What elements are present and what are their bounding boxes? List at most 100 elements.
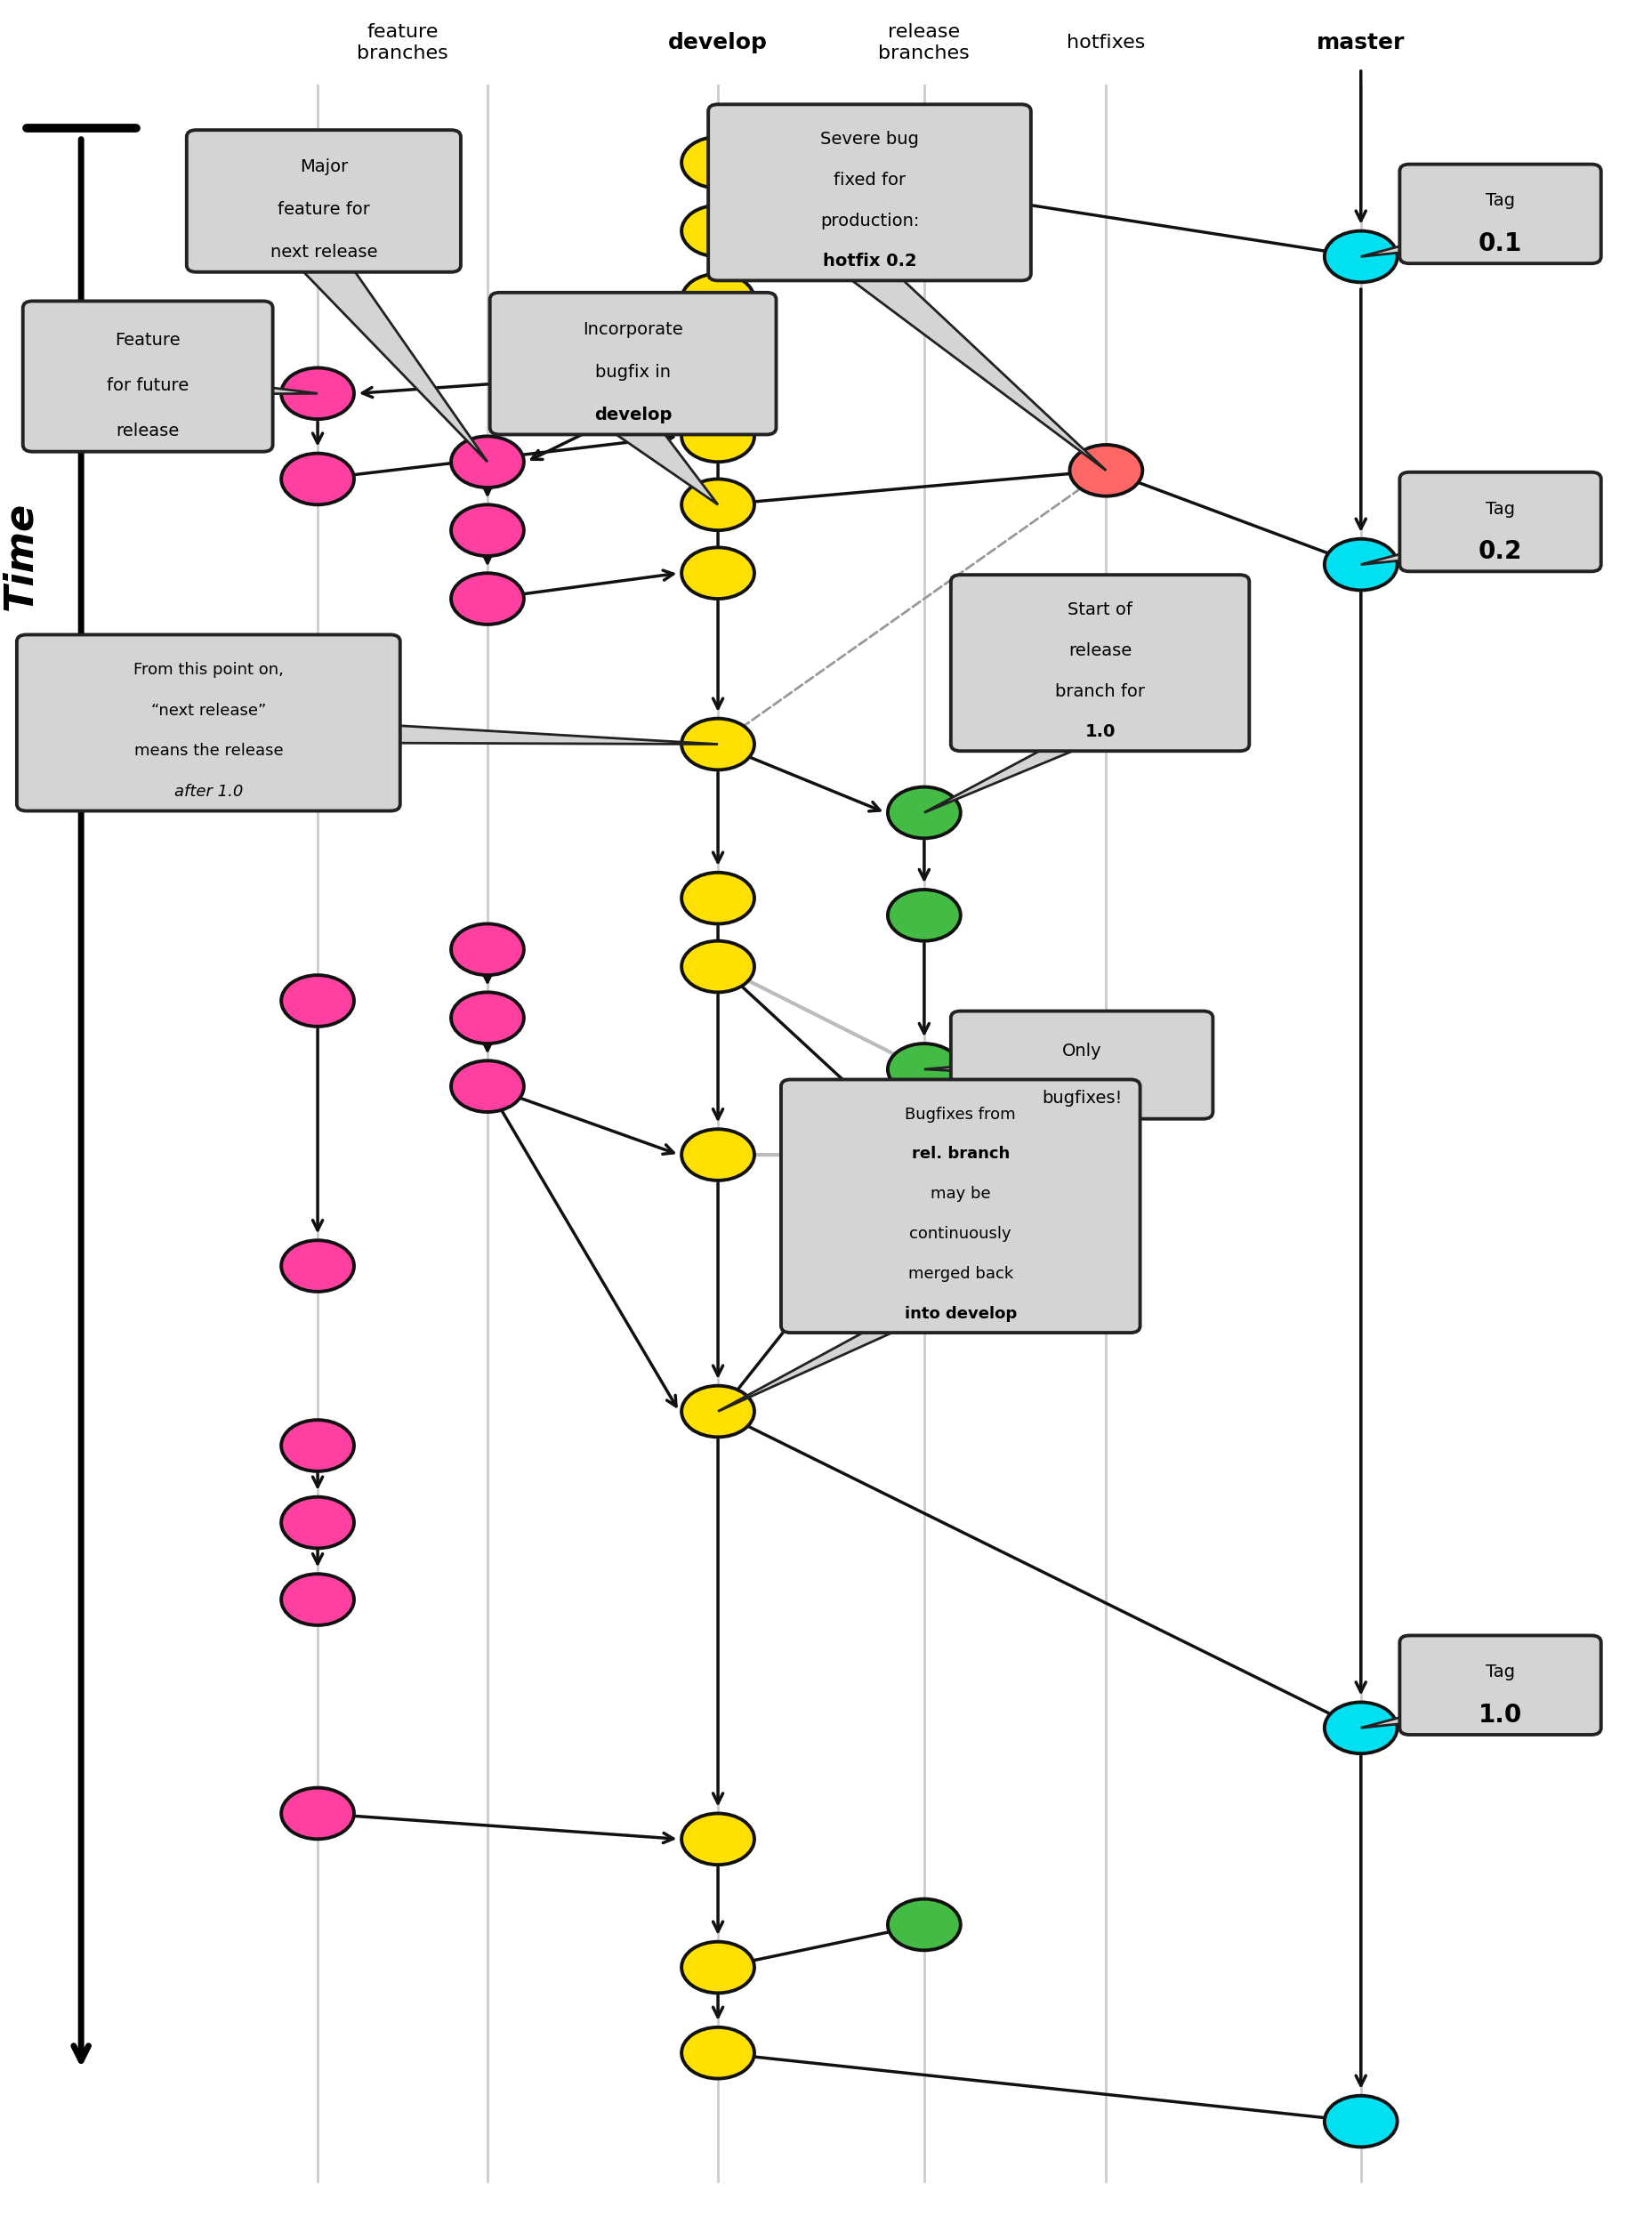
Polygon shape bbox=[26, 705, 719, 745]
Circle shape bbox=[1325, 538, 1398, 589]
Text: Tag: Tag bbox=[1485, 1664, 1515, 1681]
Text: hotfix 0.2: hotfix 0.2 bbox=[823, 254, 917, 269]
Text: Major: Major bbox=[299, 158, 349, 176]
Circle shape bbox=[887, 1130, 960, 1181]
Circle shape bbox=[887, 787, 960, 838]
Text: continuously: continuously bbox=[910, 1225, 1011, 1241]
FancyBboxPatch shape bbox=[781, 1079, 1140, 1332]
Circle shape bbox=[682, 478, 755, 529]
Circle shape bbox=[1325, 231, 1398, 282]
Text: release: release bbox=[1069, 643, 1132, 658]
Text: “next release”: “next release” bbox=[150, 703, 266, 718]
Polygon shape bbox=[297, 265, 487, 463]
Circle shape bbox=[281, 1419, 354, 1472]
Text: merged back: merged back bbox=[909, 1265, 1013, 1281]
Circle shape bbox=[281, 454, 354, 505]
Text: rel. branch: rel. branch bbox=[912, 1145, 1009, 1163]
Circle shape bbox=[281, 1788, 354, 1839]
Circle shape bbox=[281, 367, 354, 418]
Text: Incorporate: Incorporate bbox=[583, 320, 684, 338]
Circle shape bbox=[682, 274, 755, 325]
Circle shape bbox=[1325, 1701, 1398, 1753]
Polygon shape bbox=[606, 427, 719, 505]
Text: into develop: into develop bbox=[904, 1305, 1016, 1321]
Text: bugfix in: bugfix in bbox=[595, 365, 671, 380]
Text: Feature: Feature bbox=[116, 331, 180, 349]
Text: Start of: Start of bbox=[1067, 603, 1133, 618]
FancyBboxPatch shape bbox=[1399, 471, 1601, 572]
Text: Time: Time bbox=[2, 503, 40, 609]
Text: develop: develop bbox=[595, 407, 672, 423]
Text: 1.0: 1.0 bbox=[1085, 723, 1115, 741]
Circle shape bbox=[682, 205, 755, 256]
Text: means the release: means the release bbox=[134, 743, 282, 758]
Polygon shape bbox=[923, 1045, 1203, 1083]
Polygon shape bbox=[33, 358, 317, 396]
Circle shape bbox=[451, 574, 524, 625]
Circle shape bbox=[451, 1061, 524, 1112]
Text: hotfixes: hotfixes bbox=[1067, 33, 1145, 51]
Circle shape bbox=[682, 1130, 755, 1181]
Circle shape bbox=[682, 1942, 755, 1993]
Circle shape bbox=[451, 923, 524, 974]
Circle shape bbox=[887, 890, 960, 941]
Circle shape bbox=[682, 547, 755, 598]
Text: next release: next release bbox=[271, 245, 377, 260]
Polygon shape bbox=[1361, 1666, 1591, 1728]
Circle shape bbox=[281, 974, 354, 1027]
Text: production:: production: bbox=[819, 214, 919, 229]
Circle shape bbox=[1070, 445, 1143, 496]
FancyBboxPatch shape bbox=[1399, 1635, 1601, 1735]
Text: Severe bug: Severe bug bbox=[821, 131, 919, 149]
Polygon shape bbox=[1361, 503, 1591, 565]
Polygon shape bbox=[923, 645, 1239, 812]
Text: 0.1: 0.1 bbox=[1479, 231, 1521, 256]
Text: develop: develop bbox=[667, 31, 768, 53]
Circle shape bbox=[281, 1497, 354, 1548]
Text: From this point on,: From this point on, bbox=[134, 663, 284, 678]
Polygon shape bbox=[843, 274, 1107, 471]
FancyBboxPatch shape bbox=[1399, 165, 1601, 262]
Text: branch for: branch for bbox=[1056, 683, 1145, 701]
Text: feature for: feature for bbox=[278, 200, 370, 218]
Circle shape bbox=[682, 411, 755, 463]
Text: 1.0: 1.0 bbox=[1479, 1704, 1521, 1728]
Circle shape bbox=[682, 872, 755, 923]
Circle shape bbox=[682, 718, 755, 770]
Text: after 1.0: after 1.0 bbox=[173, 783, 243, 801]
Circle shape bbox=[682, 1386, 755, 1437]
Text: for future: for future bbox=[107, 378, 188, 394]
Circle shape bbox=[281, 1575, 354, 1626]
Text: Bugfixes from: Bugfixes from bbox=[905, 1105, 1016, 1123]
Circle shape bbox=[682, 2028, 755, 2079]
Circle shape bbox=[682, 138, 755, 189]
FancyBboxPatch shape bbox=[709, 105, 1031, 280]
Circle shape bbox=[887, 1899, 960, 1950]
Text: fixed for: fixed for bbox=[834, 171, 905, 189]
FancyBboxPatch shape bbox=[952, 1012, 1213, 1119]
Circle shape bbox=[451, 505, 524, 556]
Text: feature
branches: feature branches bbox=[357, 24, 448, 62]
FancyBboxPatch shape bbox=[187, 129, 461, 271]
FancyBboxPatch shape bbox=[17, 634, 400, 812]
Text: Tag: Tag bbox=[1485, 500, 1515, 518]
Polygon shape bbox=[1361, 196, 1591, 256]
Circle shape bbox=[682, 342, 755, 394]
Circle shape bbox=[281, 1241, 354, 1292]
Text: release
branches: release branches bbox=[879, 24, 970, 62]
Circle shape bbox=[682, 1813, 755, 1864]
Text: 0.2: 0.2 bbox=[1479, 538, 1523, 565]
Text: may be: may be bbox=[930, 1185, 991, 1203]
Text: release: release bbox=[116, 423, 180, 440]
Text: bugfixes!: bugfixes! bbox=[1042, 1090, 1122, 1105]
Text: Only: Only bbox=[1062, 1043, 1102, 1059]
FancyBboxPatch shape bbox=[952, 574, 1249, 752]
Text: master: master bbox=[1317, 31, 1406, 53]
Text: Tag: Tag bbox=[1485, 193, 1515, 209]
Polygon shape bbox=[719, 1188, 1130, 1412]
Circle shape bbox=[451, 436, 524, 487]
FancyBboxPatch shape bbox=[491, 294, 776, 434]
Circle shape bbox=[682, 941, 755, 992]
FancyBboxPatch shape bbox=[23, 300, 273, 451]
Circle shape bbox=[887, 1043, 960, 1094]
